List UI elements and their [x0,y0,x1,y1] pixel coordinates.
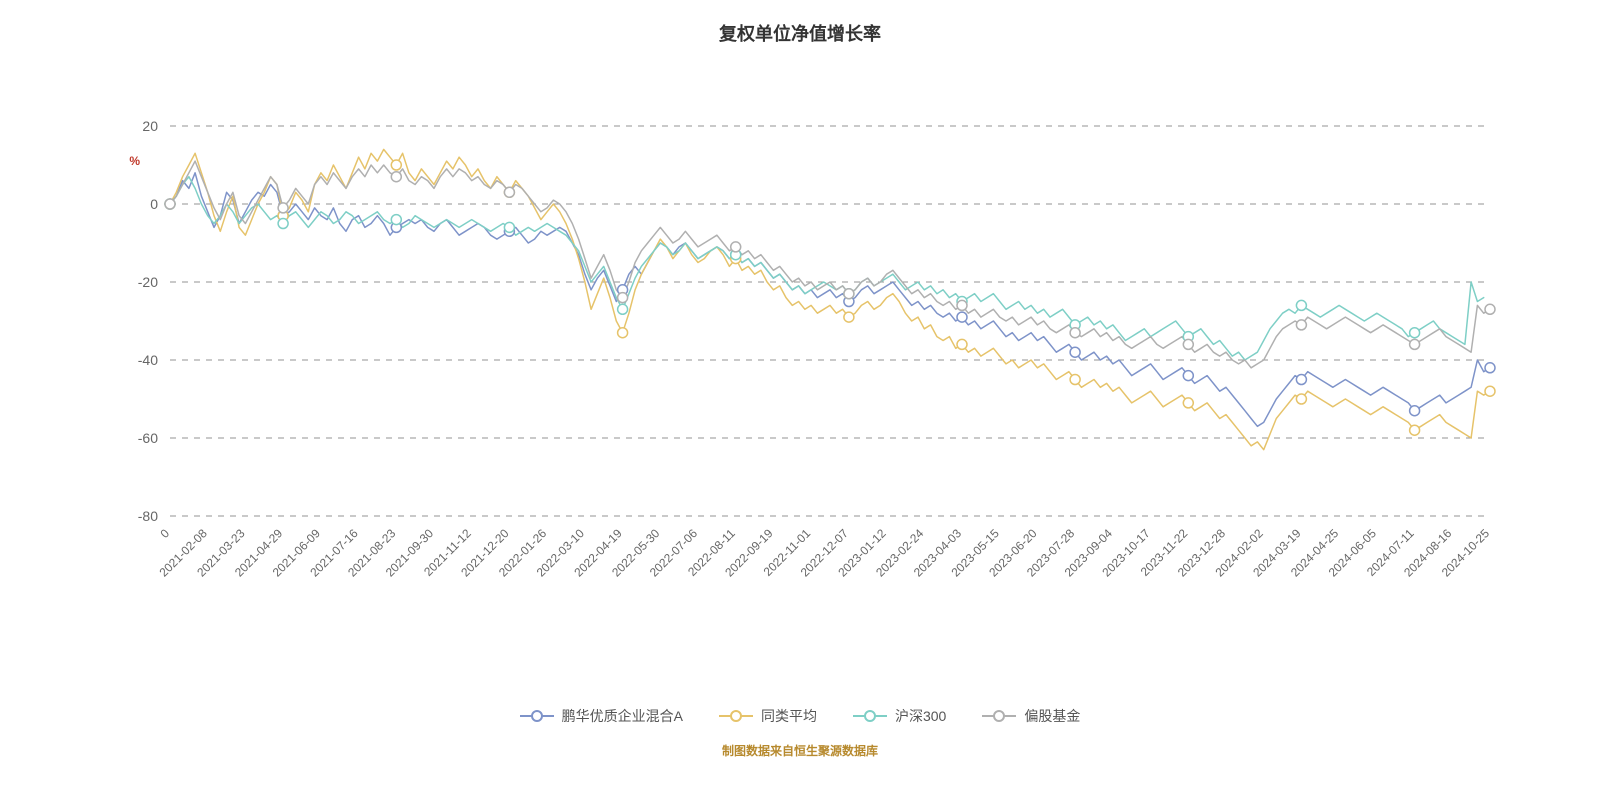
svg-text:0: 0 [150,196,158,212]
svg-text:-80: -80 [138,508,158,524]
chart-title: 复权单位净值增长率 [0,0,1600,46]
legend-label: 同类平均 [761,706,817,726]
legend-swatch [719,709,753,723]
legend-label: 鹏华优质企业混合A [562,706,683,726]
legend-item: 沪深300 [853,706,946,726]
legend: 鹏华优质企业混合A 同类平均 沪深300 偏股基金 [0,706,1600,726]
svg-text:-20: -20 [138,274,158,290]
legend-label: 偏股基金 [1024,706,1080,726]
legend-swatch [982,709,1016,723]
legend-item: 同类平均 [719,706,817,726]
legend-swatch [853,709,887,723]
chart-svg: 200-20-40-60-80%02021-02-082021-03-23202… [0,46,1600,686]
legend-label: 沪深300 [895,706,946,726]
legend-swatch [520,709,554,723]
svg-text:-40: -40 [138,352,158,368]
svg-text:0: 0 [157,526,172,541]
legend-item: 偏股基金 [982,706,1080,726]
svg-text:20: 20 [142,118,158,134]
svg-text:%: % [129,154,140,168]
chart-container: 200-20-40-60-80%02021-02-082021-03-23202… [0,46,1600,686]
chart-footer: 制图数据来自恒生聚源数据库 [0,742,1600,759]
svg-text:-60: -60 [138,430,158,446]
legend-item: 鹏华优质企业混合A [520,706,683,726]
